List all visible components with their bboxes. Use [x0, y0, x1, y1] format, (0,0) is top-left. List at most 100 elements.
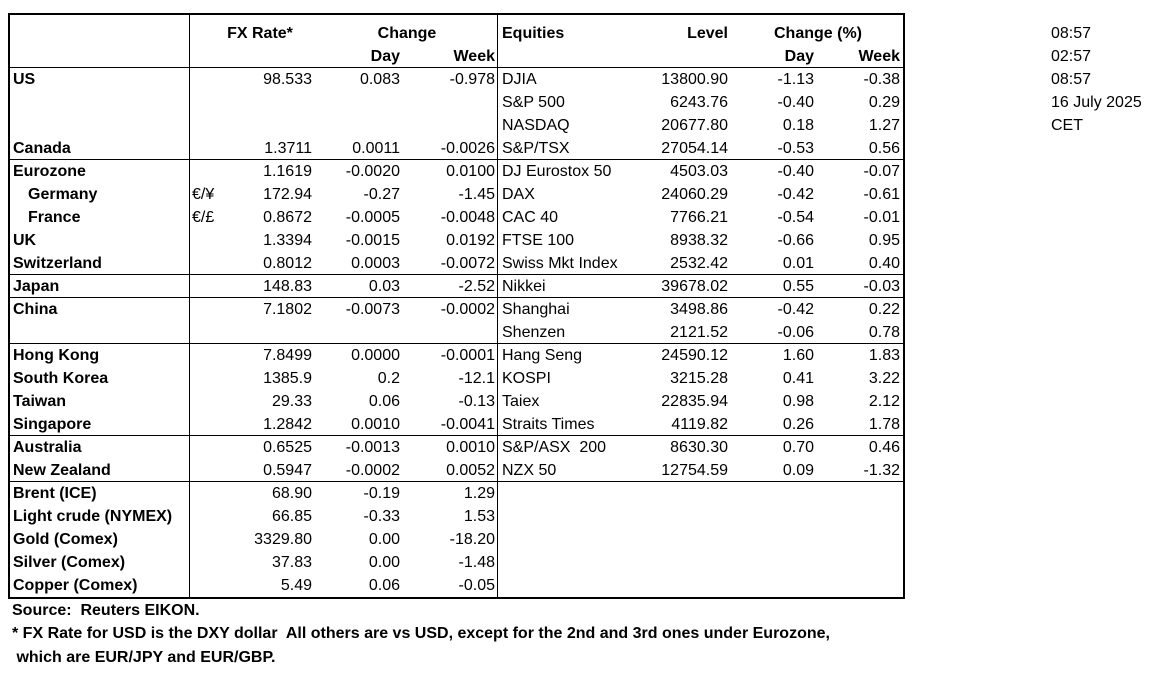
cell-fx-day: 0.06	[368, 393, 400, 410]
cell-fx-week: -0.0072	[440, 255, 495, 272]
cell-fx-day: 0.0000	[351, 347, 400, 364]
header-change: Change	[377, 25, 437, 42]
cell-eq-week: 0.78	[868, 324, 900, 341]
cell-name: UK	[13, 232, 37, 249]
cell-fx: 29.33	[271, 393, 312, 410]
cell-fx-week: -2.52	[458, 278, 495, 295]
cell-equity: DAX	[502, 186, 535, 203]
cell-eq-day: 0.01	[782, 255, 814, 272]
cell-equity: S&P 500	[502, 94, 565, 111]
cell-level: 12754.59	[661, 462, 728, 479]
cell-fx: 0.5947	[263, 462, 312, 479]
cell-fx-day: 0.0011	[352, 140, 400, 157]
cell-equity: Swiss Mkt Index	[502, 255, 618, 272]
cell-fx-week: -0.0001	[440, 347, 495, 364]
cell-level: 3498.86	[670, 301, 728, 318]
cell-eq-week: 1.83	[868, 347, 900, 364]
cell-fx-week: 0.0052	[446, 462, 495, 479]
cell-equity: FTSE 100	[502, 232, 575, 249]
header-eq-day: Day	[784, 48, 814, 65]
cell-equity: KOSPI	[502, 370, 551, 387]
cell-fx: 148.83	[263, 278, 312, 295]
cell-eq-day: -0.42	[777, 186, 814, 203]
table-border-bottom	[8, 597, 905, 599]
cell-fx: 5.49	[280, 577, 312, 594]
cell-eq-week: -0.61	[863, 186, 900, 203]
cell-level: 27054.14	[661, 140, 728, 157]
cell-fx: 66.85	[271, 508, 312, 525]
time-label: 08:57	[1051, 71, 1092, 88]
cell-fx: 3329.80	[254, 531, 312, 548]
header-change-pct: Change (%)	[774, 25, 862, 42]
column-divider	[497, 14, 498, 598]
cell-fx-day: 0.03	[368, 278, 400, 295]
cell-fx-day: 0.083	[359, 71, 400, 88]
cell-level: 6243.76	[670, 94, 728, 111]
cell-fx-day: -0.0002	[345, 462, 400, 479]
cell-fx: 1.3711	[264, 140, 312, 157]
header-week: Week	[453, 48, 495, 65]
cell-name: Australia	[13, 439, 82, 456]
cell-fx-week: 1.53	[463, 508, 495, 525]
cell-equity: DJIA	[502, 71, 537, 88]
cell-eq-day: 0.26	[782, 416, 814, 433]
cell-fx-day: 0.0010	[351, 416, 400, 433]
cell-equity: S&P/ASX 200	[502, 439, 607, 456]
cell-eq-day: 0.70	[782, 439, 814, 456]
cell-eq-week: -0.07	[863, 163, 900, 180]
cell-fx-week: -0.978	[449, 71, 495, 88]
cell-equity: NASDAQ	[502, 117, 570, 134]
cell-level: 13800.90	[661, 71, 728, 88]
cell-name: Silver (Comex)	[13, 554, 126, 571]
cell-level: 22835.94	[661, 393, 728, 410]
header-equities: Equities	[502, 25, 565, 42]
cell-eq-week: 0.40	[868, 255, 900, 272]
group-divider	[9, 297, 904, 298]
cell-fx: 1.2842	[263, 416, 312, 433]
cell-fx-week: 0.0010	[446, 439, 495, 456]
time-label: 02:57	[1051, 48, 1092, 65]
cell-level: 24590.12	[661, 347, 728, 364]
cell-eq-day: -0.40	[777, 163, 814, 180]
cell-fx-week: -12.1	[458, 370, 495, 387]
cell-equity: Shenzen	[502, 324, 566, 341]
cell-eq-day: -0.42	[777, 301, 814, 318]
cell-name: Light crude (NYMEX)	[13, 508, 173, 525]
cell-eq-week: 0.29	[868, 94, 900, 111]
table-border-top	[8, 13, 905, 15]
header-level: Level	[687, 25, 728, 42]
cell-eq-week: 0.22	[868, 301, 900, 318]
cell-fx: 1.1619	[263, 163, 312, 180]
cell-eq-day: 0.98	[782, 393, 814, 410]
cell-fx-day: -0.19	[363, 485, 400, 502]
cell-fx-day: -0.27	[363, 186, 400, 203]
cell-equity: Hang Seng	[502, 347, 583, 364]
footer-note: which are EUR/JPY and EUR/GBP.	[12, 649, 276, 666]
cell-name: Brent (ICE)	[13, 485, 97, 502]
cell-fx-week: -0.0048	[440, 209, 495, 226]
cell-eq-day: 0.09	[782, 462, 814, 479]
cell-fx: 7.8499	[263, 347, 312, 364]
cell-eq-week: -0.38	[863, 71, 900, 88]
footer-source: Source: Reuters EIKON.	[12, 602, 200, 619]
cell-fx-week: -0.13	[458, 393, 495, 410]
cell-fx-day: 0.06	[368, 577, 400, 594]
time-label: 08:57	[1051, 25, 1092, 42]
cell-equity: Nikkei	[502, 278, 546, 295]
cell-name: Hong Kong	[13, 347, 100, 364]
cell-name: Gold (Comex)	[13, 531, 118, 548]
cell-equity: Shanghai	[502, 301, 570, 318]
cell-eq-week: 0.56	[868, 140, 900, 157]
cell-level: 4119.82	[671, 416, 728, 433]
cell-eq-week: 1.27	[868, 117, 900, 134]
column-divider	[189, 14, 190, 598]
cell-level: 8630.30	[670, 439, 728, 456]
cell-eq-week: 0.46	[868, 439, 900, 456]
cell-eq-day: 0.18	[782, 117, 814, 134]
cell-eq-day: -0.66	[777, 232, 814, 249]
cell-fx-day: -0.0020	[345, 163, 400, 180]
cell-fx-week: 0.0100	[446, 163, 495, 180]
cell-equity: S&P/TSX	[502, 140, 570, 157]
cell-fx-day: -0.0073	[345, 301, 400, 318]
cell-fx-day: -0.0005	[345, 209, 400, 226]
